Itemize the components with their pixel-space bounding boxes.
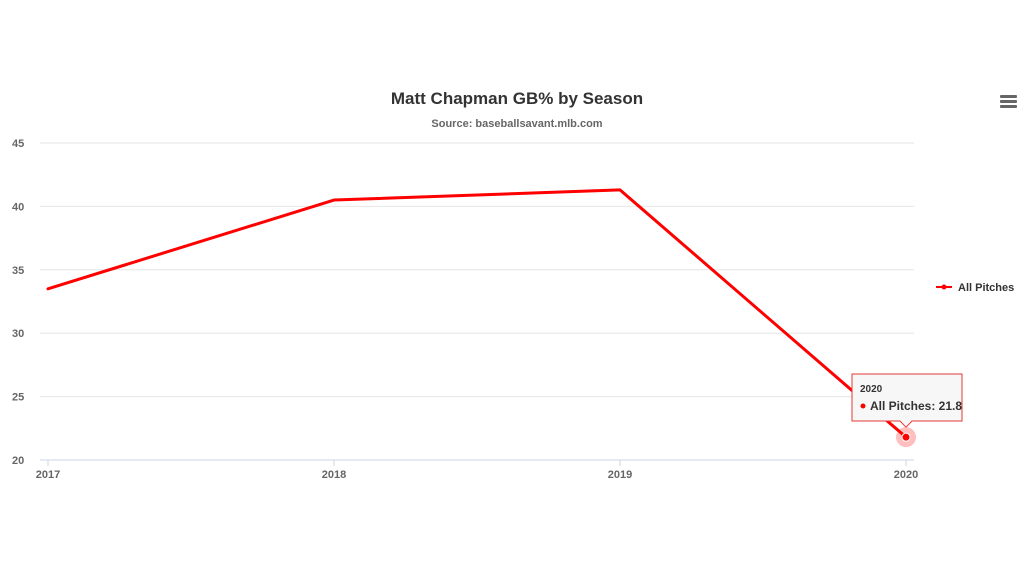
data-point-hovered[interactable] [901, 432, 911, 442]
y-tick-label: 20 [12, 455, 24, 467]
legend-marker-icon [941, 284, 947, 290]
legend-item-all-pitches: All Pitches [958, 282, 1014, 294]
legend[interactable]: All Pitches [936, 282, 1014, 294]
chart-subtitle: Source: baseballsavant.mlb.com [431, 118, 602, 130]
gridlines [40, 142, 914, 461]
y-tick-label: 45 [12, 138, 24, 150]
y-tick-label: 35 [12, 265, 24, 277]
chart-title: Matt Chapman GB% by Season [391, 89, 643, 108]
tooltip-category: 2020 [860, 384, 883, 395]
tooltip-box [851, 373, 963, 428]
y-axis-ticks: 20 25 30 35 40 45 [12, 138, 24, 467]
y-tick-label: 25 [12, 392, 24, 404]
x-tick-label: 2017 [36, 469, 60, 481]
y-tick-label: 30 [12, 328, 24, 340]
tooltip-value: All Pitches: 21.8 [870, 399, 962, 413]
series-line[interactable] [46, 188, 908, 439]
hamburger-menu-icon[interactable] [996, 91, 1022, 113]
tooltip-series-dot [860, 403, 866, 409]
series-layer [46, 188, 916, 448]
x-tick-label: 2018 [322, 469, 346, 481]
tooltip: 2020 All Pitches: 21.8 [851, 373, 963, 428]
y-tick-label: 40 [12, 201, 24, 213]
x-axis-ticks: 2017 2018 2019 2020 [36, 460, 918, 481]
x-tick-label: 2019 [608, 469, 632, 481]
x-tick-label: 2020 [894, 469, 918, 481]
